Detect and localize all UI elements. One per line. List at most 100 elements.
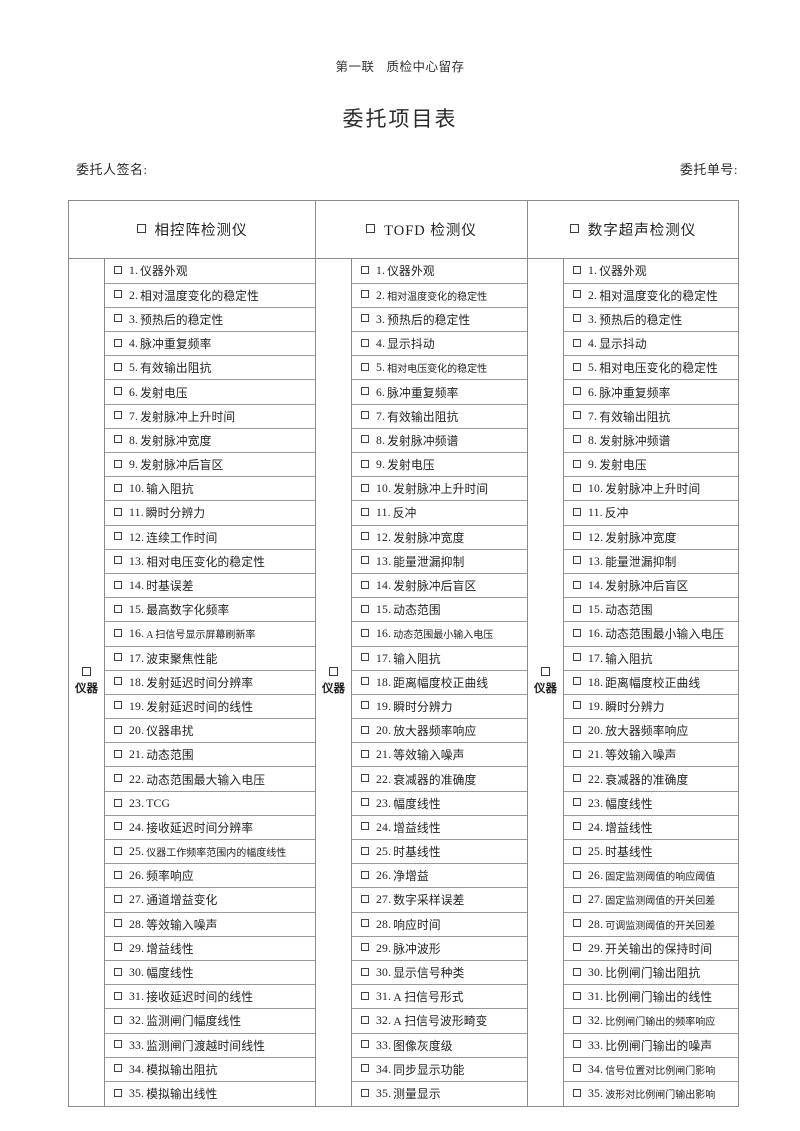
checklist-item[interactable]: 6. 脉冲重复频率	[352, 379, 528, 405]
checkbox-icon[interactable]	[573, 677, 582, 686]
checklist-item[interactable]: 33. 图像灰度级	[352, 1032, 528, 1058]
checklist-item[interactable]: 17. 输入阻抗	[564, 645, 739, 671]
checkbox-icon[interactable]	[114, 653, 122, 662]
checkbox-icon[interactable]	[541, 666, 551, 676]
checklist-item[interactable]: 2. 相对温度变化的稳定性	[105, 282, 315, 308]
checklist-item[interactable]: 31. A 扫信号形式	[352, 984, 528, 1010]
checkbox-icon[interactable]	[361, 556, 369, 565]
checkbox-icon[interactable]	[573, 435, 582, 444]
checkbox-icon[interactable]	[114, 967, 122, 976]
checklist-item[interactable]: 31. 接收延迟时间的线性	[105, 984, 315, 1010]
checkbox-icon[interactable]	[573, 943, 582, 952]
checkbox-icon[interactable]	[573, 362, 582, 371]
checklist-item[interactable]: 26. 净增益	[352, 863, 528, 889]
checklist-item[interactable]: 28. 可调监测阈值的开关回差	[564, 911, 739, 937]
checkbox-icon[interactable]	[361, 919, 369, 928]
checklist-item[interactable]: 32. 比例闸门输出的频率响应	[564, 1008, 739, 1034]
checklist-item[interactable]: 31. 比例闸门输出的线性	[564, 984, 739, 1010]
checkbox-icon[interactable]	[573, 749, 582, 758]
checkbox-icon[interactable]	[361, 604, 369, 613]
checkbox-icon[interactable]	[114, 943, 122, 952]
checkbox-icon[interactable]	[361, 532, 369, 541]
checkbox-icon[interactable]	[114, 798, 122, 807]
checkbox-icon[interactable]	[361, 774, 369, 783]
checkbox-icon[interactable]	[361, 894, 369, 903]
checkbox-icon[interactable]	[114, 532, 122, 541]
checklist-item[interactable]: 20. 放大器频率响应	[564, 718, 739, 744]
checkbox-icon[interactable]	[569, 224, 579, 233]
checkbox-icon[interactable]	[573, 967, 582, 976]
column-header-tofd[interactable]: TOFD 检测仪	[314, 200, 529, 259]
checklist-item[interactable]: 18. 发射延迟时间分辨率	[105, 669, 315, 695]
checkbox-icon[interactable]	[573, 580, 582, 589]
checklist-item[interactable]: 27. 固定监测阈值的开关回差	[564, 887, 739, 913]
checkbox-icon[interactable]	[114, 507, 122, 516]
checkbox-icon[interactable]	[573, 991, 582, 1000]
checkbox-icon[interactable]	[361, 387, 369, 396]
checkbox-icon[interactable]	[573, 507, 582, 516]
checkbox-icon[interactable]	[114, 604, 122, 613]
checkbox-icon[interactable]	[573, 846, 582, 855]
checkbox-icon[interactable]	[573, 1040, 582, 1049]
checkbox-icon[interactable]	[361, 290, 369, 299]
checkbox-icon[interactable]	[361, 411, 369, 420]
checklist-item[interactable]: 5. 有效输出阻抗	[105, 355, 315, 381]
checkbox-icon[interactable]	[329, 666, 338, 676]
checkbox-icon[interactable]	[114, 556, 122, 565]
checkbox-icon[interactable]	[573, 798, 582, 807]
checklist-item[interactable]: 4. 脉冲重复频率	[105, 331, 315, 357]
checkbox-icon[interactable]	[361, 991, 369, 1000]
checklist-item[interactable]: 10. 发射脉冲上升时间	[352, 476, 528, 502]
checklist-item[interactable]: 17. 波束聚焦性能	[105, 645, 315, 671]
checkbox-icon[interactable]	[361, 362, 369, 371]
checklist-item[interactable]: 23. TCG	[105, 790, 315, 816]
checklist-item[interactable]: 8. 发射脉冲宽度	[105, 427, 315, 454]
checklist-item[interactable]: 20. 放大器频率响应	[352, 718, 528, 744]
checkbox-icon[interactable]	[361, 1040, 369, 1049]
instrument-cell-tofd[interactable]: 仪器	[315, 258, 352, 1107]
checklist-item[interactable]: 9. 发射脉冲后盲区	[105, 451, 315, 478]
checklist-item[interactable]: 18. 距离幅度校正曲线	[564, 669, 739, 695]
checklist-item[interactable]: 1. 仪器外观	[352, 259, 528, 284]
checkbox-icon[interactable]	[361, 870, 369, 879]
checkbox-icon[interactable]	[114, 459, 122, 468]
checklist-item[interactable]: 30. 幅度线性	[105, 959, 315, 986]
checklist-item[interactable]: 8. 发射脉冲频谱	[564, 427, 739, 454]
checklist-item[interactable]: 22. 衰减器的准确度	[564, 766, 739, 792]
checkbox-icon[interactable]	[136, 224, 146, 233]
checkbox-icon[interactable]	[114, 870, 122, 879]
checklist-item[interactable]: 24. 接收延迟时间分辨率	[105, 814, 315, 841]
checklist-item[interactable]: 32. 监测闸门幅度线性	[105, 1008, 315, 1034]
checklist-item[interactable]: 15. 动态范围	[352, 597, 528, 623]
checkbox-icon[interactable]	[573, 1088, 582, 1097]
checklist-item[interactable]: 22. 衰减器的准确度	[352, 766, 528, 792]
checklist-item[interactable]: 21. 等效输入噪声	[352, 742, 528, 768]
checkbox-icon[interactable]	[361, 846, 369, 855]
checkbox-icon[interactable]	[573, 265, 582, 274]
checklist-item[interactable]: 30. 比例闸门输出阻抗	[564, 959, 739, 986]
checkbox-icon[interactable]	[361, 628, 369, 637]
checklist-item[interactable]: 15. 动态范围	[564, 597, 739, 623]
checkbox-icon[interactable]	[114, 314, 122, 323]
checklist-item[interactable]: 7. 发射脉冲上升时间	[105, 403, 315, 429]
checklist-item[interactable]: 19. 发射延迟时间的线性	[105, 693, 315, 720]
checklist-item[interactable]: 29. 开关输出的保持时间	[564, 935, 739, 961]
checklist-item[interactable]: 27. 通道增益变化	[105, 887, 315, 913]
checklist-item[interactable]: 32. A 扫信号波形畸变	[352, 1008, 528, 1034]
checkbox-icon[interactable]	[573, 894, 582, 903]
checklist-item[interactable]: 13. 能量泄漏抑制	[564, 548, 739, 574]
checkbox-icon[interactable]	[114, 628, 122, 637]
checklist-item[interactable]: 25. 时基线性	[352, 838, 528, 865]
checkbox-icon[interactable]	[573, 387, 582, 396]
checkbox-icon[interactable]	[573, 556, 582, 565]
checklist-item[interactable]: 28. 响应时间	[352, 911, 528, 937]
checkbox-icon[interactable]	[114, 822, 122, 831]
checklist-item[interactable]: 11. 反冲	[564, 500, 739, 526]
checkbox-icon[interactable]	[114, 894, 122, 903]
checklist-item[interactable]: 2. 相对温度变化的稳定性	[564, 282, 739, 308]
checklist-item[interactable]: 16. 动态范围最小输入电压	[564, 621, 739, 647]
checklist-item[interactable]: 12. 发射脉冲宽度	[352, 524, 528, 550]
checklist-item[interactable]: 24. 增益线性	[352, 814, 528, 841]
checklist-item[interactable]: 18. 距离幅度校正曲线	[352, 669, 528, 695]
checklist-item[interactable]: 19. 瞬时分辨力	[352, 693, 528, 720]
